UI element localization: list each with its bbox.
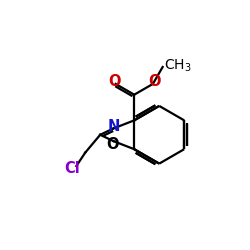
Text: O: O (108, 74, 121, 90)
Text: N: N (107, 119, 120, 134)
Text: O: O (106, 136, 118, 152)
Text: CH$_3$: CH$_3$ (164, 58, 192, 74)
Text: O: O (148, 74, 160, 90)
Text: Cl: Cl (64, 161, 80, 176)
